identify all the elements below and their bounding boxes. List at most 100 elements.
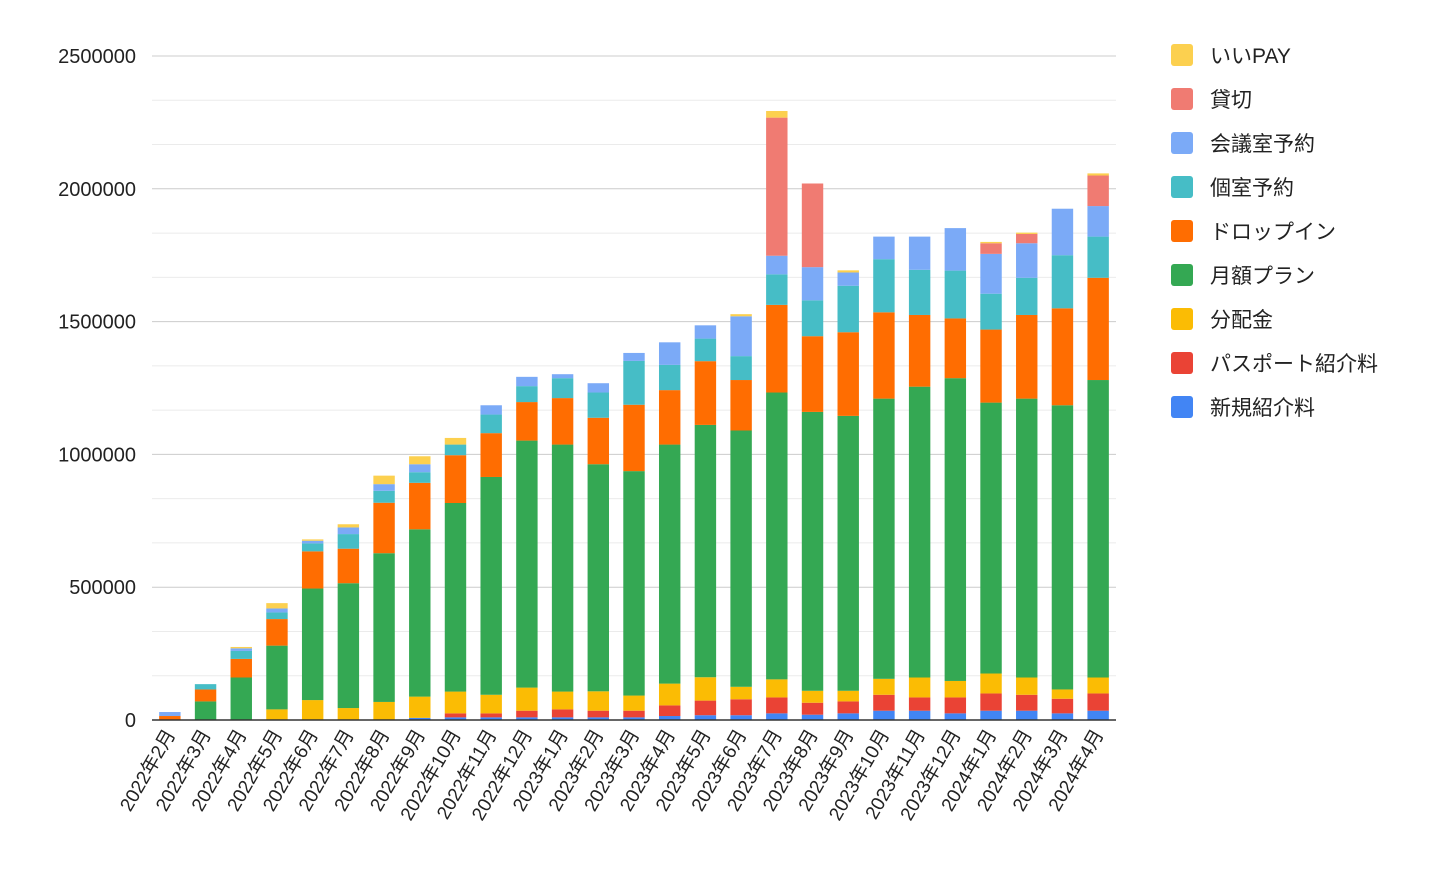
bar-segment bbox=[694, 361, 717, 425]
bar-segment bbox=[766, 713, 788, 720]
bar-segment bbox=[801, 300, 824, 337]
bar-stack bbox=[373, 475, 395, 720]
bar-segment bbox=[587, 383, 610, 393]
bar-segment bbox=[873, 710, 895, 720]
legend-swatch bbox=[1171, 264, 1193, 286]
bar-segment bbox=[766, 110, 788, 118]
bar-stack bbox=[944, 228, 967, 720]
bar-stack bbox=[194, 684, 217, 720]
bar-segment bbox=[159, 712, 181, 717]
bar-stack bbox=[873, 236, 895, 720]
bar-segment bbox=[444, 691, 467, 714]
bar-segment bbox=[409, 696, 431, 718]
bar-segment bbox=[801, 702, 824, 715]
y-tick-label: 500000 bbox=[69, 577, 136, 599]
bar-segment bbox=[587, 710, 610, 718]
bar-stack bbox=[480, 405, 502, 720]
bar-segment bbox=[373, 502, 395, 554]
bar-segment bbox=[1087, 175, 1109, 207]
bar-segment bbox=[694, 338, 717, 362]
bar-segment bbox=[944, 713, 967, 720]
bar-segment bbox=[658, 705, 681, 717]
bar-segment bbox=[480, 433, 502, 477]
bar-segment bbox=[1087, 277, 1109, 381]
bar-segment bbox=[694, 700, 717, 716]
y-tick-label: 2500000 bbox=[58, 46, 136, 68]
bar-segment bbox=[944, 318, 967, 379]
bar-segment bbox=[516, 440, 538, 688]
bar-segment bbox=[908, 236, 931, 270]
bar-segment bbox=[480, 405, 502, 415]
bar-segment bbox=[623, 710, 645, 718]
bar-segment bbox=[551, 444, 574, 692]
legend-label: 会議室予約 bbox=[1210, 133, 1315, 156]
bar-segment bbox=[230, 677, 252, 720]
bar-stack bbox=[658, 342, 681, 720]
legend-label: 分配金 bbox=[1210, 309, 1273, 332]
legend-label: 個室予約 bbox=[1210, 177, 1294, 200]
bar-segment bbox=[944, 270, 967, 319]
bar-segment bbox=[980, 329, 1002, 403]
bar-segment bbox=[658, 342, 681, 365]
bar-segment bbox=[373, 475, 395, 485]
bar-segment bbox=[658, 683, 681, 706]
bar-segment bbox=[1087, 677, 1109, 694]
bar-segment bbox=[837, 332, 859, 416]
bar-segment bbox=[551, 717, 574, 720]
bar-segment bbox=[230, 650, 252, 659]
bar-stack bbox=[980, 241, 1002, 720]
bar-segment bbox=[444, 717, 467, 720]
bar-stack bbox=[159, 712, 181, 720]
bar-segment bbox=[444, 437, 467, 445]
bar-stack bbox=[587, 383, 610, 720]
bar-stack bbox=[230, 646, 252, 720]
bar-segment bbox=[409, 529, 431, 697]
bar-stack bbox=[516, 376, 538, 720]
bar-segment bbox=[766, 304, 788, 393]
bar-segment bbox=[623, 717, 645, 720]
bar-segment bbox=[980, 243, 1002, 254]
bar-segment bbox=[766, 274, 788, 305]
bar-segment bbox=[766, 392, 788, 680]
bar-segment bbox=[301, 540, 324, 544]
bar-segment bbox=[301, 543, 324, 552]
legend-swatch bbox=[1171, 352, 1193, 374]
bar-segment bbox=[1087, 380, 1109, 678]
bar-segment bbox=[409, 482, 431, 530]
bar-segment bbox=[480, 476, 502, 695]
bar-segment bbox=[658, 716, 681, 720]
bar-segment bbox=[266, 612, 288, 620]
bar-stack bbox=[301, 539, 324, 720]
bar-segment bbox=[480, 694, 502, 714]
bar-segment bbox=[1087, 693, 1109, 711]
bar-segment bbox=[837, 690, 859, 702]
bar-segment bbox=[766, 255, 788, 275]
bar-segment bbox=[301, 539, 324, 541]
bar-segment bbox=[730, 356, 752, 381]
bar-stack bbox=[1016, 232, 1038, 720]
x-axis-ticks: 2022年2月2022年3月2022年4月2022年5月2022年6月2022年… bbox=[116, 725, 1109, 824]
bar-segment bbox=[837, 701, 859, 714]
bar-segment bbox=[1087, 173, 1109, 176]
bar-segment bbox=[551, 398, 574, 445]
bar-stack bbox=[337, 524, 360, 720]
bar-segment bbox=[873, 398, 895, 679]
legend-swatch bbox=[1171, 220, 1193, 242]
bar-segment bbox=[980, 241, 1002, 244]
bar-segment bbox=[337, 527, 360, 535]
legend-label: いいPAY bbox=[1210, 45, 1291, 68]
bar-segment bbox=[337, 583, 360, 709]
bar-segment bbox=[908, 314, 931, 387]
bar-segment bbox=[801, 336, 824, 412]
bar-segment bbox=[623, 360, 645, 405]
bar-stack bbox=[801, 183, 824, 720]
bar-segment bbox=[658, 444, 681, 684]
bar-segment bbox=[1016, 677, 1038, 695]
legend: いいPAY 貸切会議室予約個室予約ドロップイン月額プラン分配金パスポート紹介料新規… bbox=[1171, 44, 1378, 420]
bar-segment bbox=[801, 690, 824, 703]
bar-segment bbox=[373, 484, 395, 491]
bar-segment bbox=[623, 695, 645, 711]
y-tick-label: 1000000 bbox=[58, 444, 136, 466]
legend-label: 貸切 bbox=[1210, 89, 1252, 112]
bar-segment bbox=[730, 715, 752, 720]
